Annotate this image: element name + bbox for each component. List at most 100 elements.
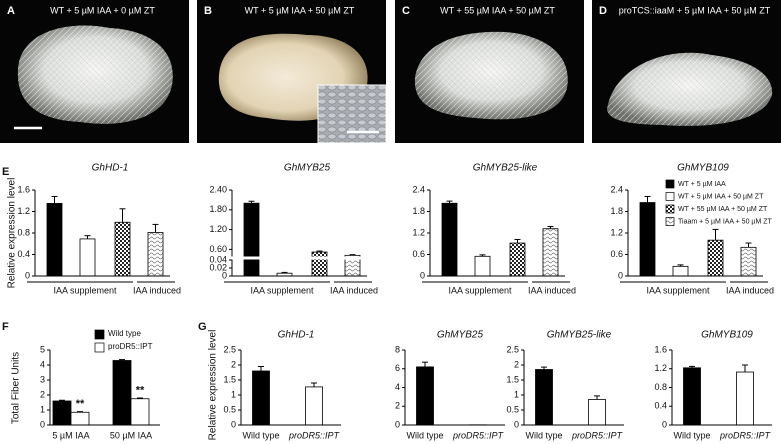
chart-title: GhMYB25-like: [473, 163, 538, 174]
y-tick-label: 2: [231, 359, 236, 369]
legend-swatch: [665, 179, 675, 189]
legend-swatch: [94, 342, 105, 353]
group-label: IAA supplement: [250, 285, 314, 295]
y-tick-label: 0.02: [209, 262, 227, 272]
y-tick-label: 0.6: [610, 249, 623, 259]
y-tick-label: 1.2: [17, 206, 30, 216]
bar: [79, 238, 96, 277]
y-tick-label: 2: [40, 389, 45, 399]
chart-title: GhHD-1: [278, 330, 315, 341]
panel-label: G: [198, 321, 207, 333]
inset-image: [317, 84, 387, 144]
bar: [588, 399, 606, 426]
bar: [243, 202, 260, 277]
y-tick-label: 1: [40, 404, 45, 414]
photo-caption: WT + 5 µM IAA + 0 µM ZT: [50, 5, 155, 15]
bar: [535, 369, 553, 426]
y-tick-label: 1: [514, 389, 519, 399]
y-tick-label: 2.5: [223, 344, 236, 354]
legend-swatch: [665, 217, 675, 226]
x-tick-label: proDR5::IPT: [571, 430, 624, 440]
bar: [736, 371, 754, 426]
photo-caption: WT + 5 µM IAA + 50 µM ZT: [245, 5, 355, 15]
legend-label: WT + 5 µM IAA: [678, 181, 726, 188]
y-tick-label: 0.6: [412, 249, 425, 259]
legend-label: proDR5::IPT: [108, 342, 153, 351]
y-tick-label: 0: [395, 419, 400, 429]
group-label: IAA induced: [726, 285, 774, 295]
group-label: IAA supplement: [448, 285, 512, 295]
chart-title: GhMYB25: [284, 163, 331, 174]
y-tick-label: 0: [618, 270, 623, 280]
significance: **: [76, 398, 85, 410]
y-tick-label: 1.8: [412, 206, 425, 216]
photo: C WT + 55 µM IAA + 50 µM ZT: [395, 0, 584, 143]
y-tick-label: 2.4: [610, 184, 623, 194]
bar: [672, 265, 689, 277]
bar: [474, 255, 491, 277]
bar: [52, 400, 72, 426]
bar: [683, 367, 701, 426]
x-tick-label: Wild type: [525, 430, 562, 440]
chart-title: GhMYB109: [701, 330, 753, 341]
photo: B WT + 5 µM IAA + 50 µM ZT: [197, 0, 387, 144]
legend-label: Wild type: [108, 329, 141, 338]
y-tick-label: 4: [395, 382, 400, 392]
axis-break: [230, 256, 390, 260]
photo-label: D: [599, 5, 607, 17]
y-tick-label: 6: [395, 363, 400, 373]
callus-texture: [17, 25, 173, 124]
bar: [441, 202, 458, 277]
y-tick-label: 1.8: [610, 206, 623, 216]
y-tick-label: 0: [40, 419, 45, 429]
y-tick-label: 0.4: [17, 249, 30, 259]
bar: [542, 228, 559, 277]
y-tick-label: 4: [40, 359, 45, 369]
legend-swatch: [665, 192, 675, 201]
y-tick-label: 3: [40, 374, 45, 384]
y-tick-label: 2.40: [209, 184, 227, 194]
y-tick-label: 0.4: [654, 401, 667, 411]
y-tick-label: 0: [420, 270, 425, 280]
y-axis-title: Relative expression level: [208, 330, 219, 441]
chart-title: GhMYB25: [437, 330, 484, 341]
y-axis-title: Total Fiber Units: [11, 352, 22, 424]
y-tick-label: 0.60: [209, 244, 227, 254]
panel-label: F: [2, 321, 9, 333]
y-tick-label: 0: [25, 270, 30, 280]
photo-caption: proTCS::iaaM + 5 µM IAA + 50 µM ZT: [619, 5, 771, 15]
y-tick-label: 0.5: [223, 404, 236, 414]
y-tick-label: 1.6: [654, 344, 667, 354]
group-label: IAA supplement: [646, 285, 710, 295]
photo-label: C: [402, 5, 410, 17]
legend-swatch: [94, 329, 105, 340]
y-tick-label: 1.2: [412, 227, 425, 237]
y-tick-label: 0: [514, 419, 519, 429]
y-tick-label: 8: [395, 344, 400, 354]
y-tick-label: 2.4: [412, 184, 425, 194]
legend-label: WT + 5 µM IAA + 50 µM ZT: [678, 193, 764, 200]
x-tick-label: 50 µM IAA: [110, 430, 152, 440]
x-tick-label: Wild type: [242, 430, 279, 440]
y-tick-label: 1.2: [654, 363, 667, 373]
x-tick-label: proDR5::IPT: [288, 430, 341, 440]
y-tick-label: 2: [514, 359, 519, 369]
x-tick-label: proDR5::IPT: [719, 430, 772, 440]
y-tick-label: 0.8: [654, 382, 667, 392]
y-tick-label: 0: [662, 419, 667, 429]
y-tick-label: 2.5: [506, 344, 519, 354]
photo-label: A: [7, 5, 15, 17]
y-tick-label: 1: [231, 389, 236, 399]
group-label: IAA supplement: [53, 285, 117, 295]
chart-title: GhHD-1: [92, 163, 129, 174]
y-tick-label: 2: [395, 401, 400, 411]
y-tick-label: 1.6: [17, 184, 30, 194]
chart-title: GhMYB109: [677, 163, 729, 174]
bar: [130, 398, 150, 426]
legend-swatch: [665, 204, 675, 214]
chart-title: GhMYB25-like: [547, 330, 612, 341]
panel-label: E: [2, 166, 9, 178]
bar: [305, 386, 323, 426]
bar: [114, 221, 131, 277]
